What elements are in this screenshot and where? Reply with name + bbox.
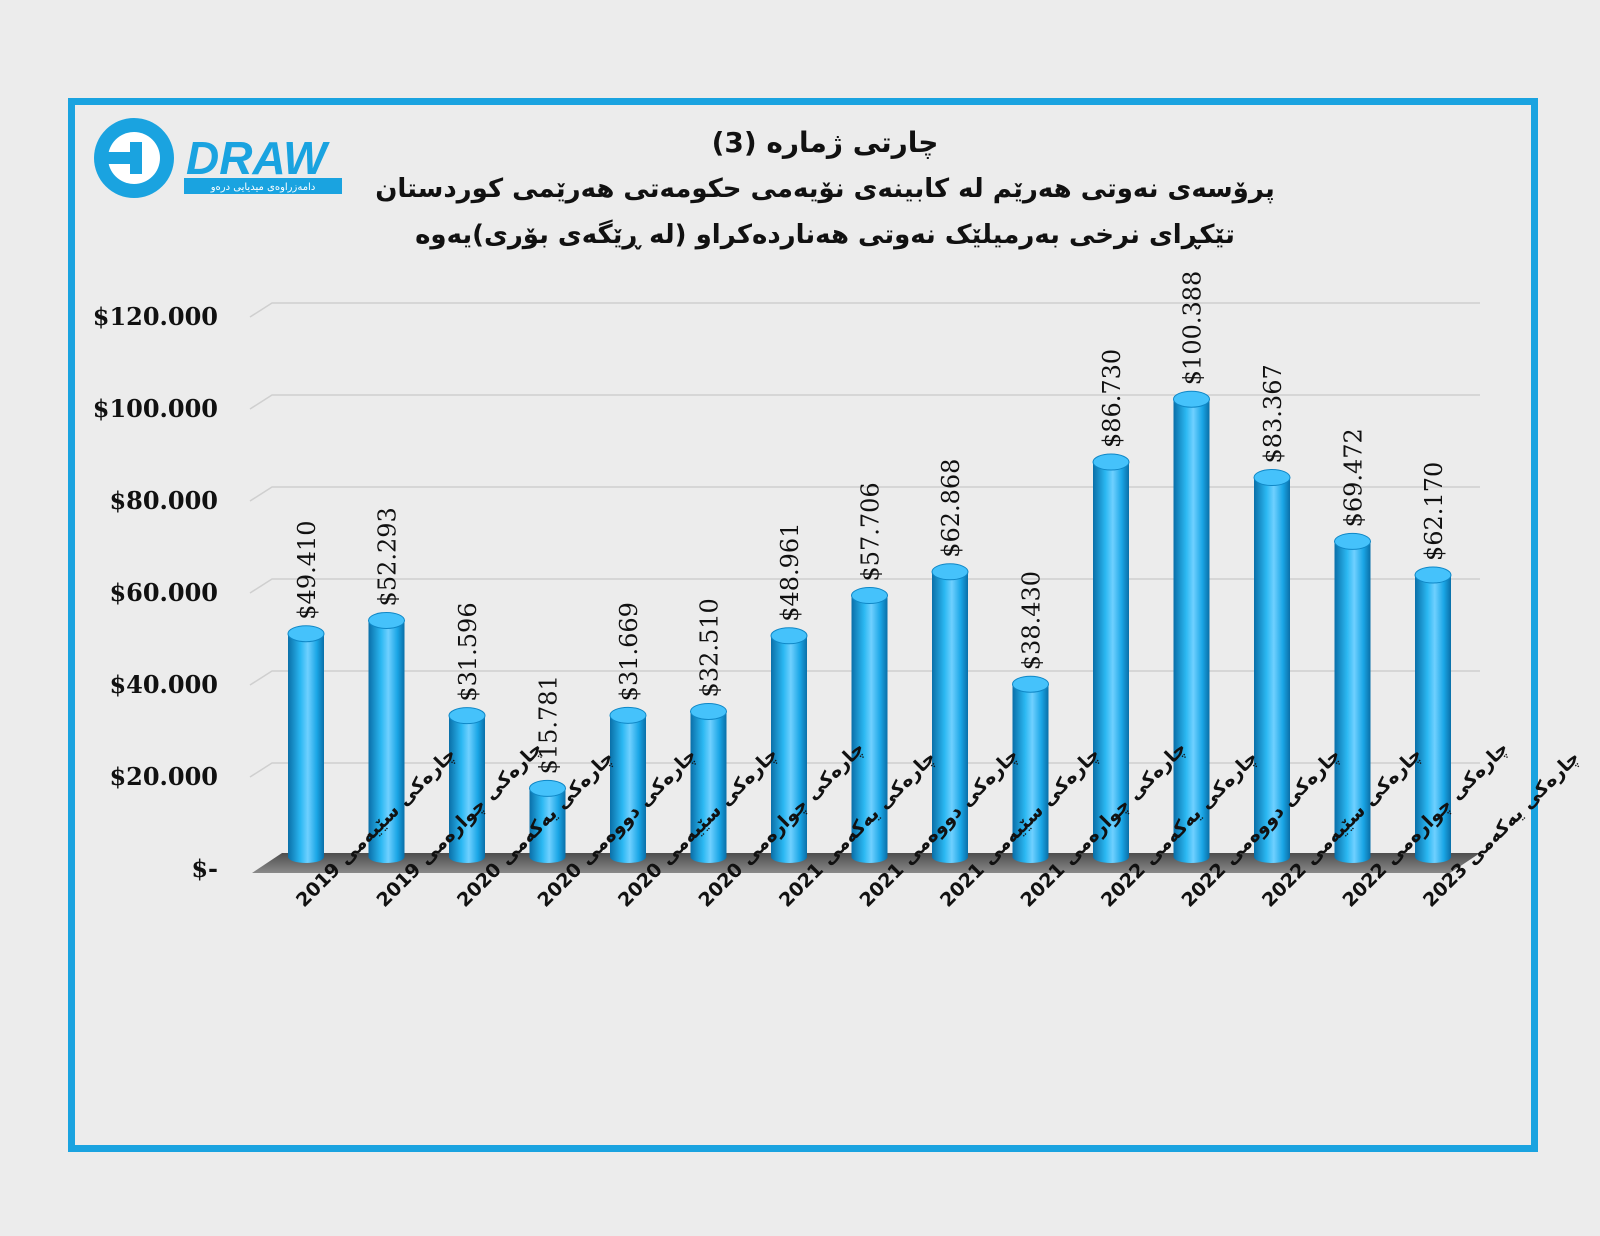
bars — [287, 390, 1452, 864]
bar — [1334, 532, 1371, 864]
data-label: $62.868 — [937, 459, 965, 558]
data-label: $69.472 — [1340, 428, 1368, 527]
chart-subtitle-2: تێکڕای نرخی بەرمیلێک نەوتی هەناردەکراو (… — [415, 220, 1235, 250]
bar — [931, 563, 969, 863]
data-label: $52.293 — [374, 507, 402, 606]
data-label: $31.596 — [454, 602, 482, 701]
bar — [529, 779, 566, 864]
gridline — [249, 486, 1480, 502]
data-labels: $49.410 $52.293 $31.596 $15.781 $31.669 $32.5… — [293, 271, 1448, 775]
chart-title: چارتی ژمارە (3) — [711, 126, 939, 159]
gridline — [249, 578, 1480, 594]
bar — [609, 706, 647, 863]
bar — [1253, 469, 1291, 863]
bar — [690, 702, 727, 864]
chart-subtitle-1: پرۆسەی نەوتی هەرێم لە کابینەی نۆیەمی حکو… — [375, 174, 1275, 204]
svg-text:دامەزراوەی میدیایی درەو: دامەزراوەی میدیایی درەو — [210, 182, 316, 193]
y-axis-ticks: $- $20.000 $40.000 $60.000 $80.000 $100.000 $1… — [93, 302, 218, 883]
data-label: $100.388 — [1179, 271, 1207, 386]
data-label: $31.669 — [615, 602, 643, 701]
data-label: $83.367 — [1259, 364, 1287, 463]
gridline — [249, 670, 1480, 686]
data-label: $62.170 — [1420, 462, 1448, 561]
gridline — [249, 762, 1480, 778]
y-tick-label: $20.000 — [109, 762, 218, 791]
bar — [1173, 390, 1210, 864]
bar — [368, 611, 405, 864]
bar — [287, 625, 325, 863]
y-tick-label: $40.000 — [109, 670, 218, 699]
data-label: $86.730 — [1098, 349, 1126, 448]
bar — [448, 707, 486, 863]
bar — [770, 627, 808, 863]
gridline — [249, 394, 1480, 410]
draw-logo: DRAW دامەزراوەی میدیایی درەو — [88, 112, 358, 212]
y-tick-label: $100.000 — [93, 394, 218, 423]
data-label: $15.781 — [535, 675, 563, 774]
data-label: $49.410 — [293, 520, 321, 619]
bar — [1012, 675, 1049, 864]
chart-titles: چارتی ژمارە (3) پرۆسەی نەوتی هەرێم لە کا… — [300, 120, 1350, 258]
gridline — [249, 302, 1480, 318]
y-tick-label: $120.000 — [93, 302, 218, 331]
data-label: $48.961 — [776, 523, 804, 622]
bar — [1092, 453, 1130, 863]
chart-frame — [68, 98, 1538, 1152]
svg-text:DRAW: DRAW — [186, 132, 330, 184]
gridlines — [249, 302, 1480, 778]
bar — [851, 587, 888, 864]
y-tick-label: $60.000 — [109, 578, 218, 607]
y-tick-label: $80.000 — [109, 486, 218, 515]
data-label: $32.510 — [696, 598, 724, 697]
data-label: $38.430 — [1018, 571, 1046, 670]
data-label: $57.706 — [857, 482, 885, 581]
bar — [1414, 566, 1452, 863]
y-tick-label: $- — [191, 854, 218, 883]
